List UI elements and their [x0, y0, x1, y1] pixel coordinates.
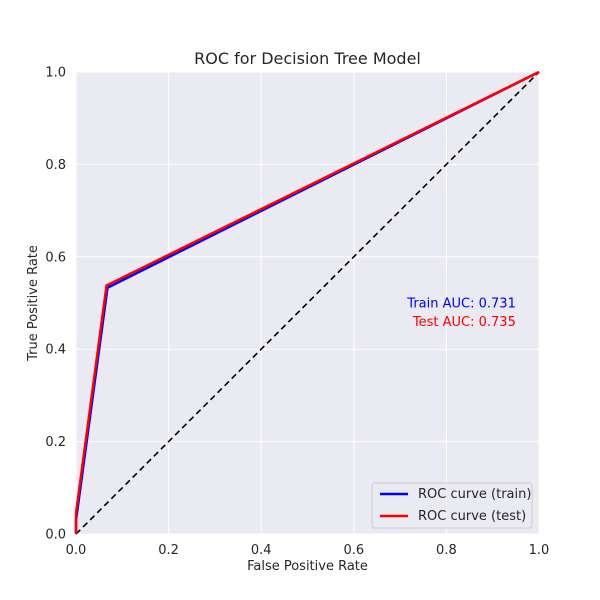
legend: ROC curve (train) ROC curve (test)	[371, 482, 533, 529]
y-tick-label-1: 0.2	[45, 435, 66, 450]
test-auc-annotation: Test AUC: 0.735	[412, 315, 516, 330]
train-auc-annotation: Train AUC: 0.731	[406, 297, 516, 312]
chart-title: ROC for Decision Tree Model	[194, 49, 421, 68]
legend-box	[371, 482, 533, 529]
legend-label-test: ROC curve (test)	[418, 509, 526, 524]
x-tick-label-1: 0.2	[158, 543, 179, 558]
plot-series	[74, 70, 540, 535]
annotations: Train AUC: 0.731 Test AUC: 0.735	[406, 297, 516, 330]
roc-curve-test-line	[74, 70, 540, 534]
y-tick-label-5: 1.0	[45, 66, 66, 81]
y-axis-label: True Positive Rate	[26, 245, 41, 362]
x-tick-label-0: 0.0	[66, 543, 87, 558]
y-tick-label-3: 0.6	[45, 250, 66, 265]
x-tick-label-3: 0.6	[343, 543, 364, 558]
tick-labels: 0.0 0.2 0.4 0.6 0.8 1.0 0.0 0.2 0.4 0.6 0.8 1.0	[45, 66, 549, 559]
x-tick-label-5: 1.0	[529, 543, 550, 558]
y-tick-label-2: 0.4	[45, 343, 66, 358]
grid-lines	[75, 71, 540, 535]
x-tick-label-2: 0.4	[251, 543, 272, 558]
x-axis-label: False Positive Rate	[247, 559, 368, 574]
chance-diagonal-line	[75, 71, 540, 535]
legend-label-train: ROC curve (train)	[418, 487, 531, 502]
y-tick-label-0: 0.0	[45, 528, 66, 543]
y-tick-label-4: 0.8	[45, 158, 66, 173]
x-tick-label-4: 0.8	[436, 543, 457, 558]
